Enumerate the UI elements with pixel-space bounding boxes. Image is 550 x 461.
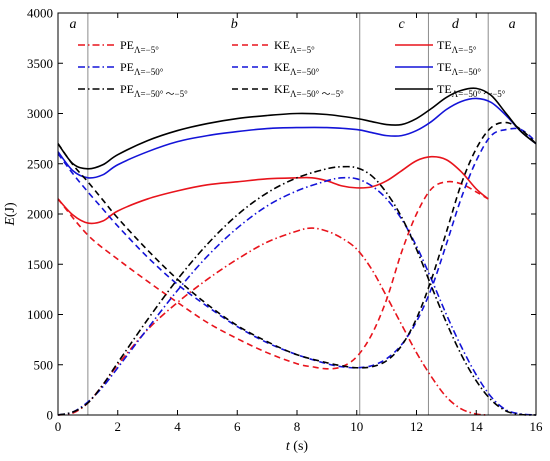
legend-label-temix: TEΛ=−50° ～−5° — [437, 82, 506, 99]
x-axis-variable: t — [286, 439, 291, 454]
phase-label: d — [452, 17, 460, 32]
x-tick-label: 8 — [294, 419, 301, 434]
y-tick-label: 1500 — [27, 257, 53, 272]
x-tick-label: 4 — [174, 419, 181, 434]
series-line-ke50 — [57, 127, 537, 369]
x-axis-unit: (s) — [290, 439, 309, 454]
y-axis-variable: E — [3, 217, 18, 227]
y-tick-label: 0 — [47, 408, 54, 423]
y-tick-label: 3000 — [27, 106, 53, 121]
series-line-pe5 — [57, 227, 489, 416]
legend-label-pe50: PEΛ=−50° — [120, 60, 164, 77]
y-axis-label: E(J) — [3, 202, 18, 227]
axes: 0 2 4 6 8 10 12 14 16 0 500 1000 1500 2000 2500 3000 350… — [27, 6, 543, 435]
x-tick-label: 12 — [410, 419, 423, 434]
x-tick-label: 10 — [350, 419, 363, 434]
series-line-pe50 — [57, 176, 537, 416]
y-tick-label: 2000 — [27, 207, 53, 222]
y-tick-label: 4000 — [27, 6, 53, 21]
series-line-kemix — [57, 121, 537, 369]
phase-label: a — [509, 17, 516, 32]
x-tick-label: 14 — [470, 419, 484, 434]
x-tick-label: 0 — [55, 419, 62, 434]
y-tick-label: 500 — [34, 357, 54, 372]
y-tick-label: 3500 — [27, 56, 53, 71]
legend-label-te50: TEΛ=−50° — [437, 60, 481, 77]
legend-label-te5: TEΛ=−5° — [437, 38, 477, 55]
series-line-ke5 — [57, 180, 489, 370]
y-tick-label: 1000 — [27, 307, 53, 322]
series-line-te50 — [57, 97, 537, 179]
phase-label: a — [69, 17, 76, 32]
legend: PEΛ=−5° KEΛ=−5° TEΛ=−5° PEΛ=−50° KEΛ=−50° TEΛ… — [78, 38, 506, 99]
phase-lines — [87, 13, 489, 415]
series-line-te5 — [57, 155, 489, 225]
series-lines — [57, 87, 537, 416]
x-tick-label: 6 — [234, 419, 241, 434]
legend-label-kemix: KEΛ=−50° ～−5° — [274, 82, 344, 99]
phase-label: c — [398, 17, 405, 32]
series-line-temix — [57, 87, 537, 170]
legend-label-ke5: KEΛ=−5° — [274, 38, 315, 55]
y-axis-unit: (J) — [3, 202, 18, 217]
y-tick-label: 2500 — [27, 156, 53, 171]
x-axis-label: t (s) — [286, 439, 309, 454]
series-line-pemix — [57, 165, 537, 416]
x-tick-label: 2 — [115, 419, 122, 434]
legend-label-pemix: PEΛ=−50° ～−5° — [120, 82, 188, 99]
legend-label-ke50: KEΛ=−50° — [274, 60, 320, 77]
phase-label: b — [231, 17, 238, 32]
legend-label-pe5: PEΛ=−5° — [120, 38, 159, 55]
x-tick-label: 16 — [530, 419, 544, 434]
